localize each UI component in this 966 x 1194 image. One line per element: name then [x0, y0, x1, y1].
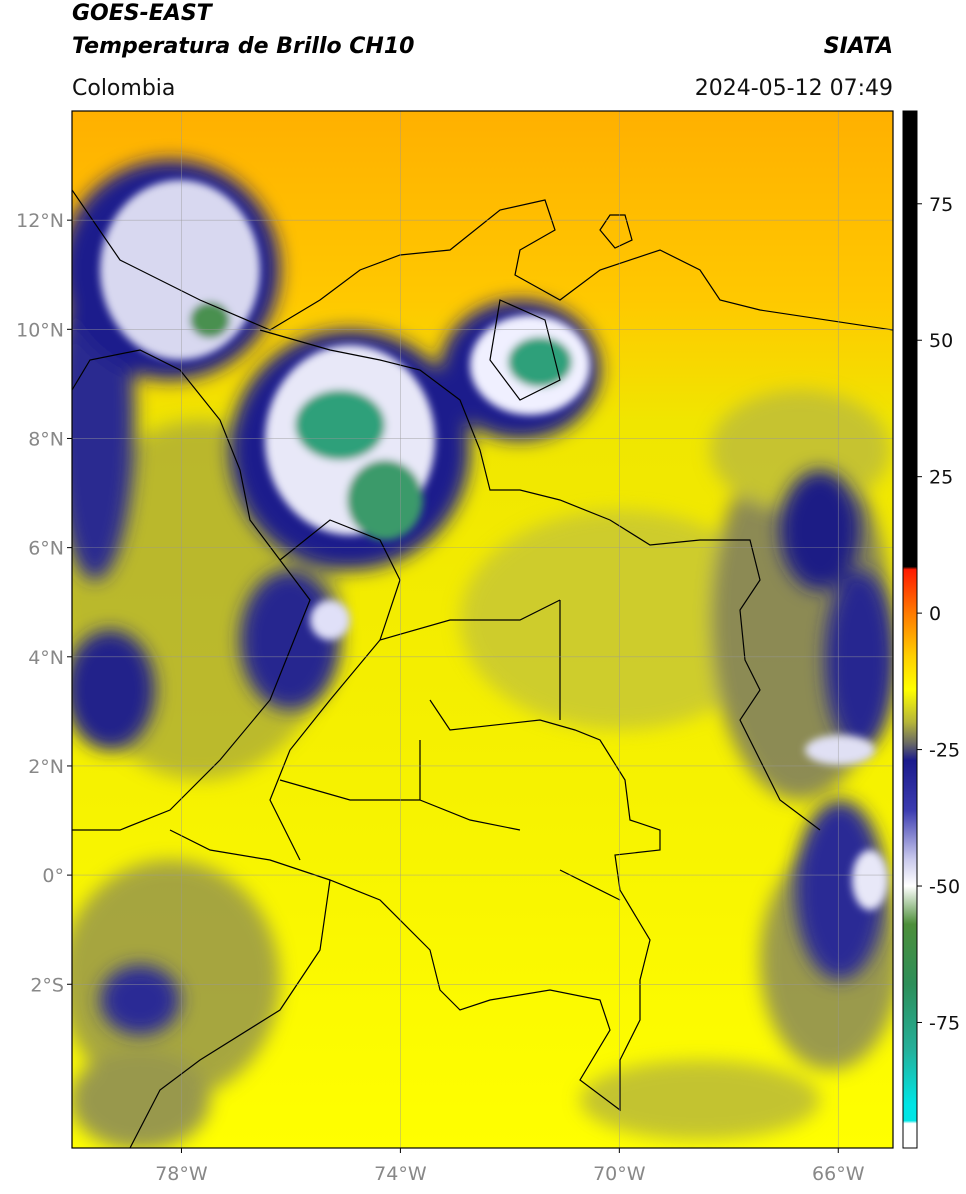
- colorbar-label: -50: [929, 876, 960, 898]
- boundaries: [72, 189, 893, 1148]
- lon-label: 66°W: [812, 1163, 865, 1185]
- source: SIATA: [824, 34, 893, 59]
- colorbar-label: 25: [929, 467, 953, 489]
- colorbar-label: 0: [929, 603, 941, 625]
- colorbar-label: -75: [929, 1012, 960, 1034]
- satellite: GOES-EAST: [72, 1, 214, 26]
- colorbar: [902, 110, 918, 1149]
- region: Colombia: [72, 76, 175, 101]
- map-frame: [71, 110, 894, 1149]
- product: Temperatura de Brillo CH10: [72, 34, 414, 59]
- map-image: [72, 111, 893, 1148]
- lat-label: 8°N: [28, 428, 64, 450]
- colorbar-label: 50: [929, 330, 953, 352]
- lat-label: 10°N: [16, 319, 64, 341]
- datetime: 2024-05-12 07:49: [695, 76, 893, 101]
- lon-label: 70°W: [593, 1163, 646, 1185]
- lat-label: 2°S: [30, 974, 64, 996]
- lat-label: 4°N: [28, 647, 64, 669]
- lat-label: 12°N: [16, 210, 64, 232]
- colorbar-label: 75: [929, 194, 953, 216]
- lon-label: 78°W: [155, 1163, 208, 1185]
- lon-label: 74°W: [374, 1163, 427, 1185]
- lat-label: 2°N: [28, 756, 64, 778]
- lat-label: 0°: [42, 865, 64, 887]
- lat-label: 6°N: [28, 538, 64, 560]
- colorbar-label: -25: [929, 740, 960, 762]
